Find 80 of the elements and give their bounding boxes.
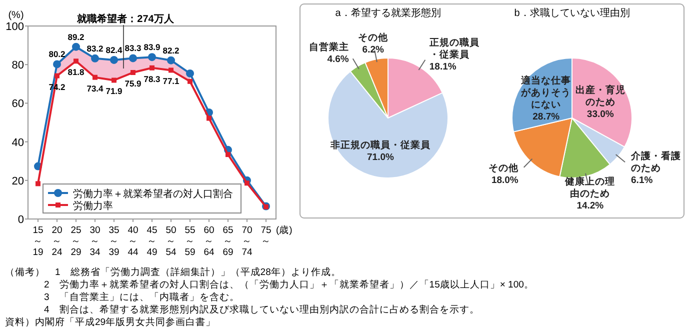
point (54, 73, 60, 78)
data-label: 78.3 (144, 74, 161, 84)
data-label: 83.3 (124, 43, 142, 54)
point (150, 65, 154, 70)
data-label: 18.1% (429, 61, 457, 72)
point (72, 42, 80, 51)
text: 4 割合は、希望する就業形態別内訳及び求職していない理由別内訳の合計に占める割合を示す。 (44, 304, 480, 316)
data-label: 18.0% (491, 174, 519, 186)
x-tick-label: 35～39 (108, 225, 120, 258)
data-label: 80.2 (48, 49, 66, 60)
x-axis-title: (歳) (276, 224, 292, 236)
data-label: 4.6% (327, 54, 350, 65)
x-tick-label: 60～64 (204, 225, 214, 258)
x-tick-label: 40～44 (128, 225, 138, 258)
text: 3 「自営業主」には、「内職者」を含む。 (44, 291, 240, 303)
slice-label: 正規の職員・従業員 (428, 36, 480, 60)
point (206, 116, 212, 121)
point (130, 70, 136, 76)
x-tick-label: 25～29 (70, 225, 82, 258)
y-tick-label: 60 (12, 98, 24, 110)
point (167, 56, 175, 64)
data-label: 33.0% (586, 109, 614, 120)
slice-label: 非正規の職員・従業員 (329, 139, 432, 152)
y-tick-label: 20 (12, 175, 24, 188)
point (112, 78, 116, 83)
x-tick-label: 45～49 (146, 225, 158, 258)
point (110, 56, 118, 64)
y-tick-label: 40 (12, 136, 24, 149)
slice-label: 自営業主 (308, 40, 349, 53)
legend-label: 労働力率 (73, 200, 113, 212)
y-tick-label: 0 (18, 214, 24, 226)
data-label: 28.7% (532, 112, 560, 123)
x-tick-label: 65～69 (222, 225, 234, 258)
x-tick-label: 20～24 (52, 225, 62, 258)
text: 2 労働力率＋就業希望者の対人口割合は、（「労働力人口」＋「就業希望者」）／「15歳以上人口」× 100。 (44, 278, 534, 290)
text: 資料）内閣府「平成29年版男女共同参画白書」 (5, 316, 216, 328)
data-label: 81.8 (68, 67, 85, 78)
chart-title: a．希望する就業形態別 (335, 7, 441, 19)
x-tick-label: 75～ (260, 225, 272, 247)
data-label: 89.2 (68, 32, 85, 42)
point (53, 60, 61, 68)
point (92, 74, 98, 80)
data-label: 6.1% (631, 175, 654, 186)
data-label: 82.4 (106, 44, 123, 55)
text: 就職希望者：274万人 (76, 13, 175, 25)
point (74, 58, 78, 64)
slice-label: 介護・看護のため (630, 150, 682, 174)
point (244, 180, 250, 186)
chart-title: b．求職していない理由別 (514, 7, 630, 19)
point (226, 152, 230, 158)
text: （備考） 1 総務省「労働力調査（詳細集計）」（平成28年）より作成。 (5, 266, 341, 278)
x-tick-label: 70～74 (242, 225, 252, 258)
data-label: 6.2% (362, 44, 384, 56)
data-label: 83.2 (86, 43, 104, 54)
data-label: 73.4 (86, 83, 104, 94)
data-label: 77.1 (162, 76, 180, 86)
y-tick-label: 100 (6, 21, 24, 33)
x-tick-label: 55～59 (184, 225, 196, 258)
x-tick-label: 30～34 (90, 225, 100, 258)
data-label: 83.9 (144, 42, 161, 52)
point (168, 68, 174, 73)
slice-label: その他 (358, 32, 390, 44)
y-axis-title: (%) (8, 10, 24, 21)
x-tick-label: 50～54 (166, 225, 176, 258)
data-label: 71.9 (106, 86, 123, 96)
y-tick-label: 80 (12, 60, 24, 72)
point (186, 69, 194, 78)
data-label: 82.2 (162, 45, 180, 56)
point (91, 54, 99, 62)
data-label: 14.2% (576, 200, 604, 212)
point (148, 53, 156, 62)
slice-label: 出産・育児のため (575, 84, 626, 108)
legend-label: 労働力率＋就業希望者の対人口割合 (73, 188, 233, 200)
data-label: 75.9 (124, 78, 142, 89)
data-label: 71.0% (367, 152, 395, 164)
point (129, 54, 137, 62)
point (36, 181, 40, 186)
point (188, 78, 192, 84)
x-tick-label: 15～19 (32, 225, 44, 258)
slice-label: その他 (488, 162, 520, 174)
